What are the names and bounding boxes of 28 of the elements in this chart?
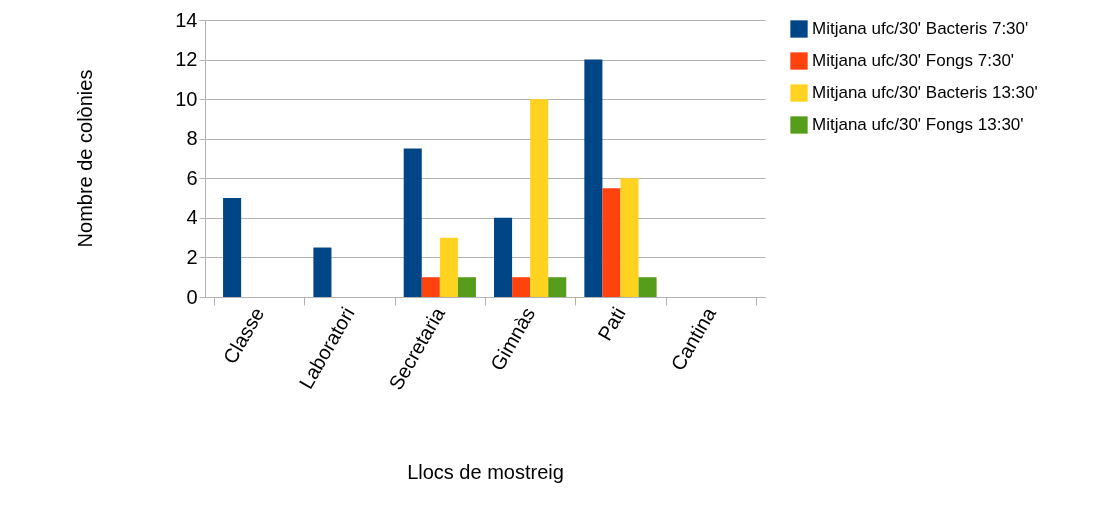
bar <box>602 188 621 297</box>
bar <box>457 277 476 297</box>
y-axis-title: Nombre de colònies <box>73 69 96 248</box>
y-tick-label: 4 <box>186 206 198 229</box>
bar <box>584 59 603 297</box>
legend-label: Mitjana ufc/30' Fongs 7:30' <box>812 51 1015 70</box>
y-tick-label: 8 <box>186 127 198 150</box>
bar <box>530 99 549 297</box>
y-tick-label: 0 <box>186 285 198 308</box>
bar <box>439 237 458 297</box>
legend-label: Mitjana ufc/30' Bacteris 13:30' <box>812 83 1038 102</box>
y-tick-label: 6 <box>186 166 198 189</box>
y-tick-label: 10 <box>175 87 198 110</box>
bar <box>223 198 242 297</box>
x-axis-title: Llocs de mostreig <box>407 460 564 483</box>
y-tick-label: 2 <box>186 245 198 268</box>
y-tick-label: 14 <box>175 8 198 31</box>
bar <box>638 277 657 297</box>
bar <box>620 178 639 297</box>
bar <box>403 148 422 297</box>
bar <box>512 277 531 297</box>
y-tick-label: 12 <box>175 48 198 71</box>
bar <box>421 277 440 297</box>
bar <box>313 247 332 297</box>
legend-label: Mitjana ufc/30' Bacteris 7:30' <box>812 19 1029 38</box>
bar <box>548 277 567 297</box>
legend-label: Mitjana ufc/30' Fongs 13:30' <box>812 115 1024 134</box>
bar <box>494 217 513 297</box>
